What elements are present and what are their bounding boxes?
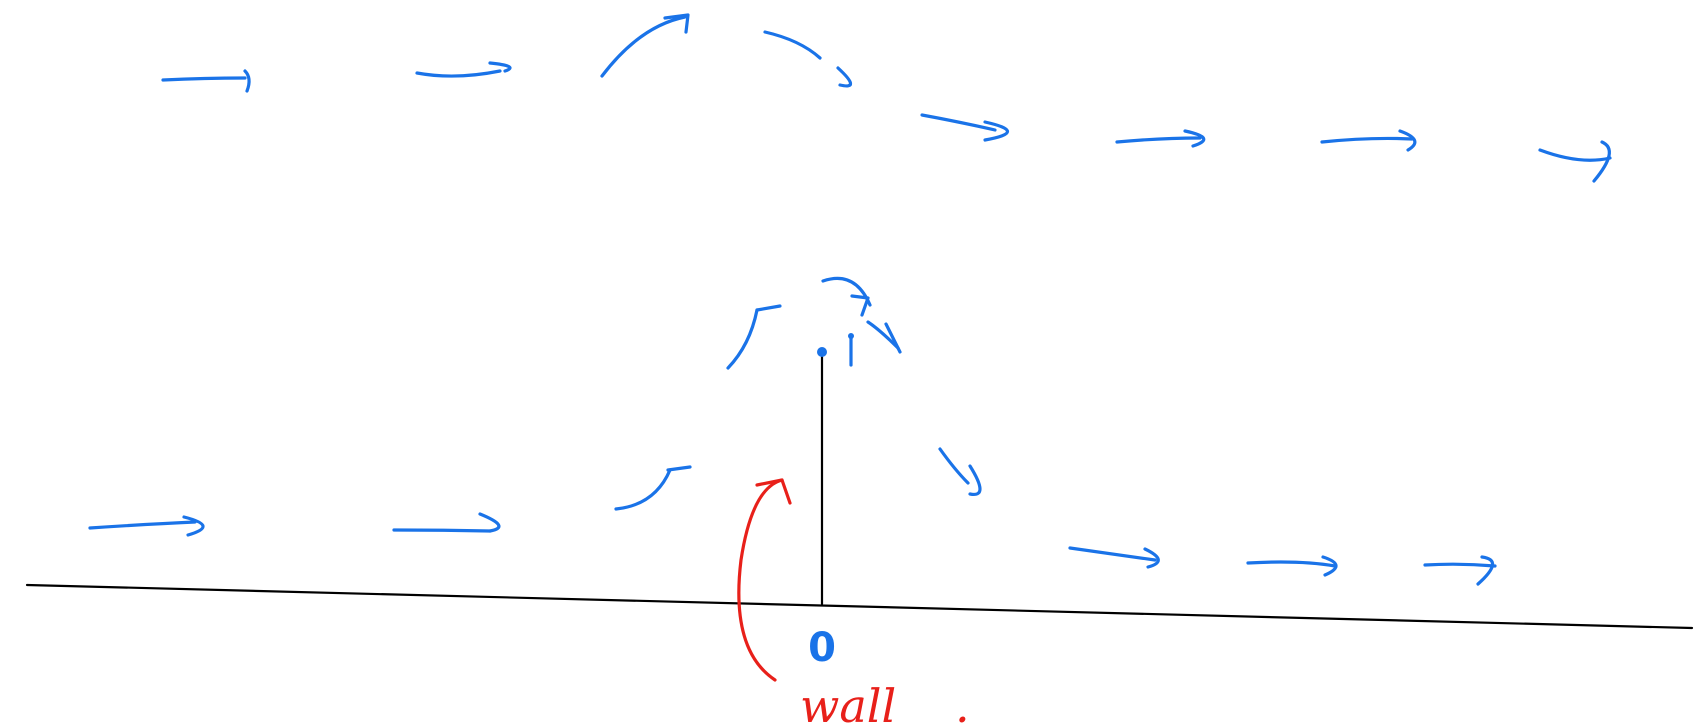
wall-pointer-arrow (737, 478, 792, 682)
flow-arrow (415, 61, 512, 78)
flow-arrow (600, 13, 690, 78)
flow-arrow (1068, 546, 1160, 569)
flow-arrow (821, 276, 872, 317)
flow-arrow (763, 30, 853, 88)
wall-label-period: . (955, 679, 970, 727)
flow-arrow (1538, 140, 1612, 183)
origin-label: 0 (808, 625, 836, 671)
flow-arrow (161, 69, 251, 93)
flow-arrow (1320, 129, 1417, 152)
flow-arrow (726, 304, 782, 370)
flow-arrow (920, 113, 1009, 142)
wall-tip-vortex-point (817, 347, 827, 357)
flow-arrow (938, 447, 982, 497)
lower-streamline-arrows (88, 447, 1497, 586)
flow-arrow (1246, 555, 1338, 577)
vortex-dot (848, 333, 854, 339)
upper-streamline-arrows (161, 13, 1612, 183)
flow-arrow (1115, 129, 1206, 148)
eddy-arrows (726, 276, 902, 370)
flow-arrow (614, 465, 692, 511)
flow-arrow (1423, 555, 1497, 586)
flow-arrow (866, 320, 902, 354)
flow-arrow (88, 515, 205, 537)
ground-line (25, 583, 1694, 630)
flow-arrow (392, 512, 501, 533)
wall-label: wall (800, 679, 896, 727)
